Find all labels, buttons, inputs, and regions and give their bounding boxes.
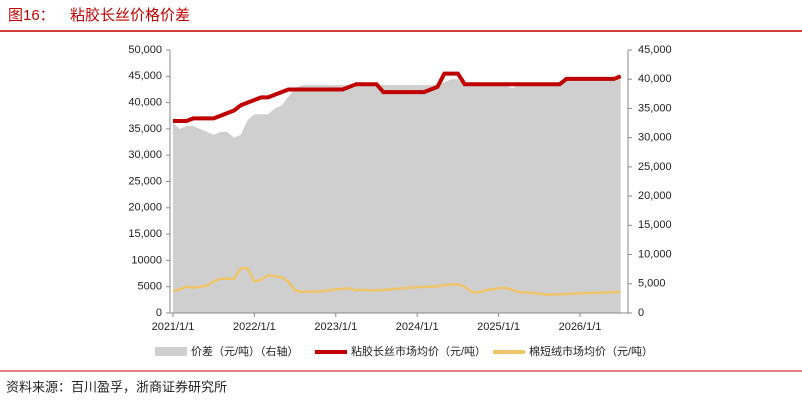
y-tick-label: 45,000 [128, 70, 162, 82]
y2-tick-label: 25,000 [638, 161, 672, 173]
y-tick-label: 35,000 [128, 123, 162, 135]
y-tick-label: 25,000 [128, 175, 162, 187]
figure-number: 图16： [8, 7, 55, 24]
price-line [173, 71, 622, 124]
y-tick-label: 20,000 [128, 202, 162, 214]
y2-tick-label: 10,000 [638, 248, 672, 260]
x-tick-label: 2023/1/1 [314, 321, 357, 333]
spread-area [173, 79, 621, 313]
y2-tick-label: 0 [638, 307, 644, 319]
y-tick-label: 10000 [131, 254, 162, 266]
y2-tick-label: 20,000 [638, 190, 672, 202]
y-tick-label: 0 [156, 307, 162, 319]
y2-tick-label: 15,000 [638, 219, 672, 231]
y2-tick-label: 40,000 [638, 73, 672, 85]
chart-title: 粘胶长丝价格价差 [70, 7, 190, 24]
x-tick-label: 2022/1/1 [233, 321, 276, 333]
legend-label: 棉短绒市场均价（元/吨） [529, 344, 653, 358]
x-tick-label: 2024/1/1 [396, 321, 439, 333]
y2-tick-label: 45,000 [638, 44, 672, 56]
y-tick-label: 40,000 [128, 97, 162, 109]
legend-label: 粘胶长丝市场均价（元/吨） [351, 344, 486, 358]
source-note: 资料来源：百川盈孚，浙商证券研究所 [6, 379, 227, 394]
y-tick-label: 15,000 [128, 228, 162, 240]
y-tick-label: 50,000 [128, 44, 162, 56]
y-tick-label: 30,000 [128, 149, 162, 161]
legend-label: 价差（元/吨）（右轴） [191, 344, 299, 358]
y2-tick-label: 30,000 [638, 132, 672, 144]
y-tick-label: 5000 [138, 281, 162, 293]
legend-swatch [155, 347, 187, 356]
x-tick-label: 2025/1/1 [477, 321, 520, 333]
y2-tick-label: 5,000 [638, 278, 666, 290]
price-line [172, 267, 621, 296]
x-tick-label: 2026/1/1 [559, 321, 602, 333]
x-tick-label: 2021/1/1 [152, 321, 195, 333]
y2-tick-label: 35,000 [638, 102, 672, 114]
